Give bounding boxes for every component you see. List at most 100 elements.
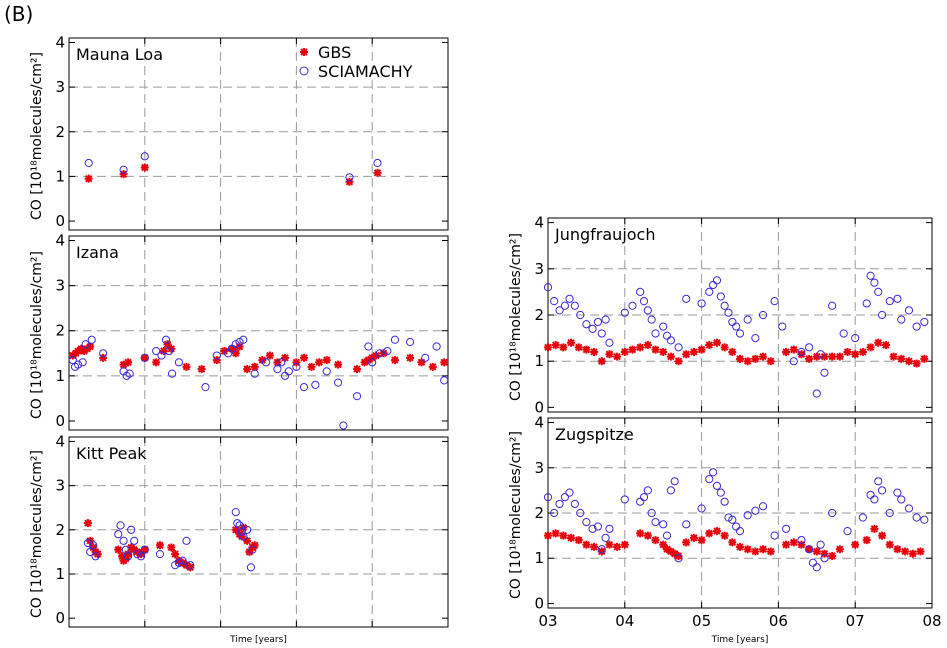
gbs-point — [390, 356, 399, 365]
gbs-point — [582, 540, 591, 549]
sciamachy-point — [432, 342, 441, 351]
sciamachy-point — [167, 369, 177, 378]
y-tick-label: 3 — [55, 477, 65, 495]
gbs-point — [167, 344, 176, 353]
gbs-point — [231, 349, 240, 358]
sciamachy-point — [651, 517, 660, 527]
sciamachy-point — [352, 392, 362, 401]
sciamachy-point — [250, 369, 259, 378]
sciamachy-point — [582, 320, 591, 329]
sciamachy-point — [174, 358, 184, 367]
figure-label: (B) — [4, 2, 34, 26]
sciamachy-point — [368, 358, 377, 367]
sciamachy-point — [119, 165, 128, 174]
sciamachy-point — [421, 353, 430, 362]
sciamachy-point — [816, 350, 825, 359]
sciamachy-point — [751, 506, 760, 515]
sciamachy-point — [866, 490, 875, 500]
sciamachy-point — [647, 315, 656, 324]
gbs-point — [99, 353, 108, 362]
gbs-point — [250, 541, 259, 550]
gbs-point — [544, 531, 552, 540]
sciamachy-point — [659, 520, 668, 529]
gbs-point — [567, 338, 576, 347]
sciamachy-point — [292, 362, 301, 371]
sciamachy-point — [345, 173, 354, 182]
sciamachy-point — [239, 335, 248, 344]
sciamachy-point — [639, 493, 649, 502]
gbs-point — [93, 550, 102, 559]
sciamachy-point — [770, 297, 779, 306]
x-axis-label: Time [years] — [229, 635, 287, 645]
sciamachy-point — [636, 497, 645, 506]
sciamachy-point — [893, 488, 902, 497]
sciamachy-point — [666, 336, 675, 345]
gbs-point — [659, 347, 668, 356]
gbs-point — [893, 545, 902, 554]
gbs-point — [590, 542, 599, 551]
gbs-point — [307, 362, 316, 371]
gbs-point — [736, 542, 744, 551]
sciamachy-point — [912, 322, 921, 331]
sciamachy-point — [705, 474, 714, 484]
sciamachy-point — [893, 294, 902, 303]
gbs-point — [751, 354, 760, 363]
sciamachy-point — [601, 533, 610, 542]
gbs-point — [728, 347, 737, 356]
gbs-point — [866, 343, 875, 352]
sciamachy-point — [339, 421, 348, 430]
sciamachy-point — [560, 493, 569, 502]
y-tick-label: 0 — [55, 212, 65, 230]
gbs-point — [159, 347, 168, 356]
sciamachy-point — [231, 508, 240, 517]
sciamachy-point — [620, 308, 629, 317]
sciamachy-point — [697, 504, 706, 513]
sciamachy-point — [91, 552, 100, 561]
sciamachy-point — [78, 358, 87, 367]
gbs-point — [881, 341, 890, 350]
gbs-point — [124, 358, 133, 367]
gbs-point — [705, 341, 714, 350]
sciamachy-point — [885, 508, 894, 518]
sciamachy-point — [390, 335, 400, 344]
gbs-point — [597, 357, 606, 366]
gbs-point — [613, 542, 622, 551]
sciamachy-point — [246, 563, 256, 572]
sciamachy-point — [555, 306, 564, 315]
gbs-point — [360, 358, 369, 367]
sciamachy-point — [751, 333, 760, 343]
sciamachy-point — [758, 310, 768, 320]
gbs-point — [406, 353, 415, 362]
sciamachy-point — [870, 495, 879, 504]
sciamachy-point — [364, 342, 373, 351]
sciamachy-point — [383, 346, 392, 356]
x-tick-label: 03 — [538, 612, 557, 630]
sciamachy-point — [724, 308, 733, 317]
gbs-point — [885, 540, 894, 549]
sciamachy-point — [89, 541, 98, 550]
gbs-point — [597, 547, 606, 556]
gbs-point — [243, 365, 252, 374]
gbs-point — [674, 357, 683, 366]
gbs-point — [651, 536, 660, 545]
gbs-point — [736, 354, 744, 363]
y-tick-label: 4 — [55, 33, 65, 51]
gbs-point — [820, 549, 829, 558]
sciamachy-point — [812, 389, 821, 398]
gbs-point — [613, 352, 622, 361]
y-axis-label: CO [10¹⁸molecules/cm²] — [508, 233, 524, 401]
chart-panel: 0 1 2 3 4 03 04 05 06 07 08 CO [10¹⁸molecules/cm²] T… — [508, 414, 942, 645]
sciamachy-point — [858, 513, 867, 522]
sciamachy-point — [570, 301, 579, 310]
sciamachy-point — [712, 276, 722, 285]
gbs-point — [759, 545, 768, 554]
sciamachy-point — [73, 360, 83, 369]
sciamachy-point — [851, 333, 860, 343]
sciamachy-point — [820, 554, 829, 563]
sciamachy-point — [114, 530, 123, 539]
y-tick-label: 1 — [534, 549, 544, 567]
sciamachy-point — [576, 310, 585, 320]
gbs-point — [916, 547, 925, 556]
sciamachy-point — [588, 524, 597, 533]
gbs-point — [805, 545, 814, 554]
